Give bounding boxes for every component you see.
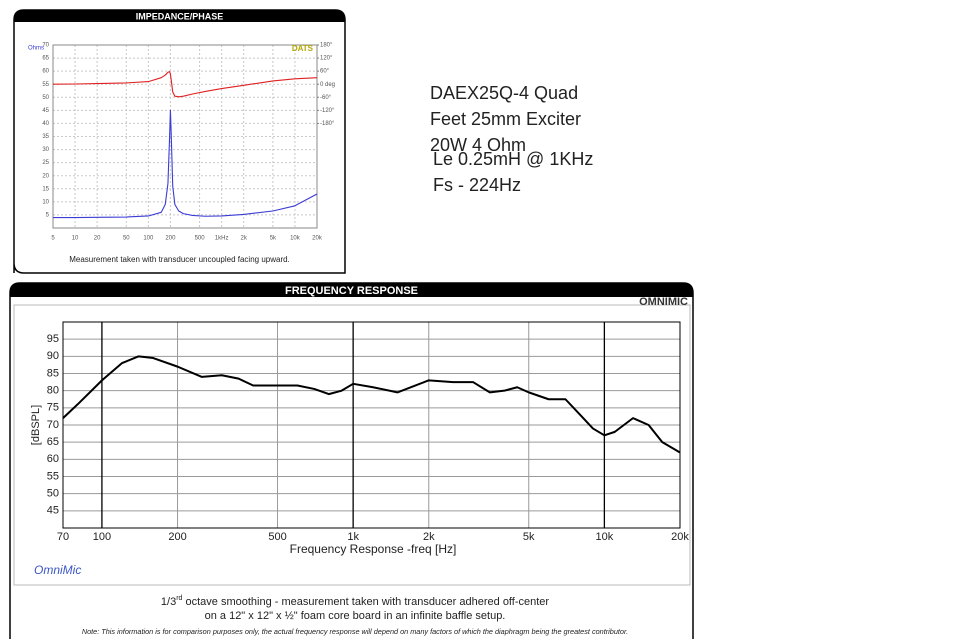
caption-fraction: 1/3 [161, 596, 176, 608]
note: Note: This information is for comparison… [82, 627, 628, 636]
panel-header [14, 10, 345, 22]
y2-tick-label: -180° [320, 121, 335, 127]
x-tick-label: 2k [241, 236, 248, 242]
y-tick-label: 30 [42, 147, 49, 153]
y-tick-label: 45 [42, 108, 49, 114]
y-tick-label: 35 [42, 134, 49, 140]
caption-superscript: rd [176, 595, 182, 602]
y2-tick-label: 60° [320, 69, 330, 75]
y-tick-label: 70 [47, 419, 59, 431]
product-line: 20W 4 Ohm [430, 135, 526, 155]
y-tick-label: 15 [42, 186, 49, 192]
x-axis-label: Frequency Response -freq [Hz] [290, 542, 457, 556]
y2-tick-label: 120° [320, 56, 333, 62]
x-tick-label: 20 [94, 236, 101, 242]
x-tick-label: 5 [51, 236, 55, 242]
x-tick-label: 20k [671, 531, 689, 543]
x-tick-label: 50 [123, 236, 130, 242]
x-tick-label: 100 [93, 531, 111, 543]
y-tick-label: 60 [47, 453, 59, 465]
chart-title: FREQUENCY RESPONSE [285, 285, 418, 297]
plot-frame [52, 44, 318, 229]
panel-header [10, 283, 693, 297]
x-tick-label: 10k [290, 236, 301, 242]
x-tick-label: 100 [143, 236, 154, 242]
x-tick-label: 70 [57, 531, 69, 543]
data-line [62, 355, 681, 454]
y-axis-label: Ohms [28, 46, 44, 52]
logo: DATS [292, 44, 314, 53]
x-tick-label: 200 [168, 531, 186, 543]
logo: OMNIMIC [639, 296, 688, 308]
product-line: Le 0.25mH @ 1KHz [433, 149, 593, 169]
x-tick-label: 500 [195, 236, 206, 242]
y-tick-label: 55 [47, 470, 59, 482]
brand: OmniMic [34, 563, 81, 577]
y-tick-label: 65 [42, 56, 49, 62]
product-line: DAEX25Q-4 Quad [430, 83, 578, 103]
caption-text: octave smoothing - measurement taken wit… [182, 596, 549, 608]
plot-frame [62, 321, 681, 529]
y-tick-label: 50 [42, 95, 49, 101]
chart-title: IMPEDANCE/PHASE [136, 11, 224, 21]
y-tick-label: 45 [47, 505, 59, 517]
product-line: Feet 25mm Exciter [430, 109, 581, 129]
y2-tick-label: -120° [320, 108, 335, 114]
y2-tick-label: 180° [320, 43, 333, 49]
x-tick-label: 500 [268, 531, 286, 543]
y-tick-label: 55 [42, 82, 49, 88]
plot-panel [13, 304, 691, 586]
y-tick-label: 10 [42, 199, 49, 205]
x-tick-label: 10 [72, 236, 79, 242]
x-tick-label: 5k [523, 531, 535, 543]
caption: 1/3rd octave smoothing - measurement tak… [161, 595, 550, 608]
y2-tick-label: 0 deg [320, 82, 335, 88]
data-line [53, 109, 318, 219]
y-tick-label: 70 [42, 43, 49, 49]
y-tick-label: 85 [47, 367, 59, 379]
caption: on a 12" x 12" x ½" foam core board in a… [205, 610, 506, 622]
y-tick-label: 90 [47, 350, 59, 362]
caption: Measurement taken with transducer uncoup… [69, 255, 290, 264]
x-tick-label: 5k [270, 236, 277, 242]
x-tick-label: 2k [423, 531, 435, 543]
y-tick-label: 95 [47, 333, 59, 345]
x-tick-label: 20k [312, 236, 323, 242]
y-tick-label: 25 [42, 160, 49, 166]
x-tick-label: 200 [165, 236, 176, 242]
x-tick-label: 10k [595, 531, 613, 543]
y-axis-label: [dBSPL] [30, 405, 42, 445]
x-tick-label: 1kHz [215, 236, 229, 242]
data-line [52, 71, 318, 98]
y-tick-label: 65 [47, 436, 59, 448]
y-tick-label: 50 [47, 488, 59, 500]
y-tick-label: 20 [42, 173, 49, 179]
y-tick-label: 80 [47, 385, 59, 397]
y-tick-label: 75 [47, 402, 59, 414]
y-tick-label: 5 [46, 213, 50, 219]
y-tick-label: 60 [42, 69, 49, 75]
y2-tick-label: -60° [320, 95, 332, 101]
x-tick-label: 1k [347, 531, 359, 543]
product-line: Fs - 224Hz [433, 175, 521, 195]
y-tick-label: 40 [42, 121, 49, 127]
